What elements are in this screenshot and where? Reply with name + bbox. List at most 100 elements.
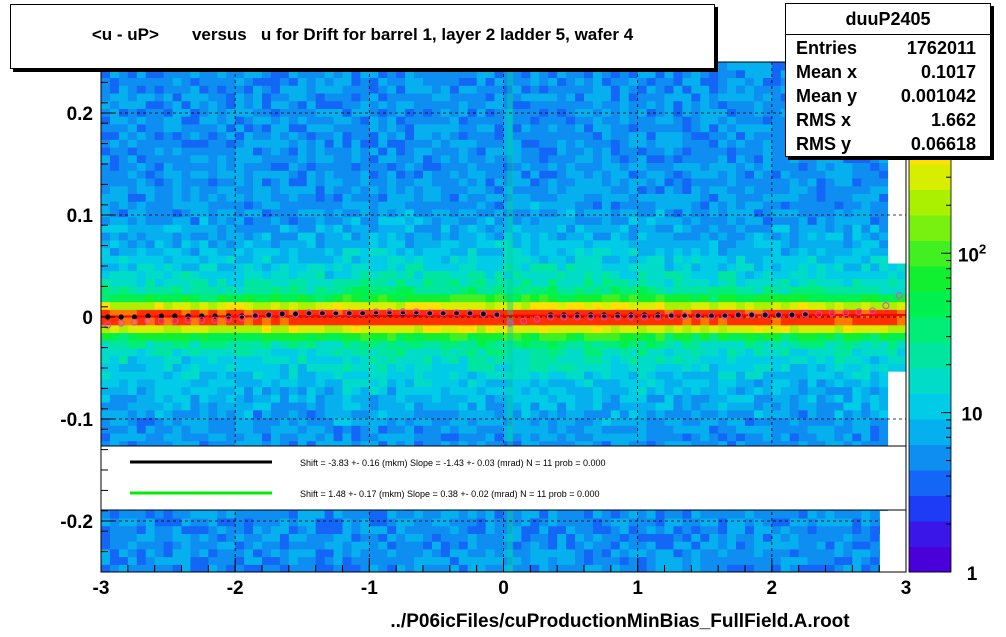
profile-sigma-point xyxy=(560,313,568,321)
profile-mean-point xyxy=(588,312,594,318)
profile-mean-point xyxy=(413,311,419,317)
profile-mean-point xyxy=(735,312,741,318)
profile-mean-point xyxy=(789,312,795,318)
profile-sigma-point xyxy=(627,313,635,321)
legend-text: Shift = 1.48 +- 0.17 (mkm) Slope = 0.38 … xyxy=(300,489,600,499)
profile-sigma-point xyxy=(265,311,273,319)
profile-sigma-point xyxy=(520,317,528,325)
profile-sigma-point xyxy=(573,313,581,321)
colorbar-tick-label: 1 xyxy=(967,564,978,585)
profile-sigma-point xyxy=(734,311,742,319)
profile-sigma-point xyxy=(439,309,447,317)
profile-sigma-point xyxy=(157,317,165,325)
profile-mean-point xyxy=(279,311,285,317)
profile-sigma-point xyxy=(359,309,367,317)
profile-sigma-point xyxy=(144,317,152,325)
stats-label: RMS y xyxy=(796,134,852,154)
profile-sigma-point xyxy=(748,311,756,319)
profile-mean-point xyxy=(480,311,486,317)
stats-value: 1.662 xyxy=(930,110,976,130)
profile-sigma-point xyxy=(117,319,125,327)
profile-sigma-point xyxy=(412,308,420,316)
profile-sigma-point xyxy=(828,309,836,317)
profile-sigma-point xyxy=(775,311,783,319)
colorbar-tick-label: 102 xyxy=(958,241,986,266)
profile-sigma-point xyxy=(385,308,393,316)
profile-mean-point xyxy=(386,311,393,317)
stats-row: Entries 1762011 xyxy=(796,38,976,62)
x-tick-label: 2 xyxy=(767,578,778,599)
legend-text: Shift = -3.83 +- 0.16 (mkm) Slope = -1.4… xyxy=(300,458,606,468)
profile-sigma-point xyxy=(372,308,380,316)
profile-sigma-point xyxy=(694,312,702,320)
profile-sigma-point xyxy=(184,316,192,324)
stats-row: RMS x 1.662 xyxy=(796,110,976,134)
profile-mean-point xyxy=(266,312,272,318)
profile-sigma-point xyxy=(278,310,286,318)
profile-mean-point xyxy=(400,311,406,317)
stats-name: duuP2405 xyxy=(845,9,931,29)
profile-mean-point xyxy=(749,312,755,318)
profile-sigma-point xyxy=(654,313,662,321)
stats-box: duuP2405 Entries 1762011 Mean x 0.1017 M… xyxy=(785,3,991,157)
profile-sigma-point xyxy=(640,313,648,321)
profile-mean-point xyxy=(561,312,567,318)
profile-sigma-point xyxy=(292,310,300,318)
profile-mean-point xyxy=(641,312,647,318)
profile-mean-point xyxy=(775,312,782,318)
profile-sigma-point xyxy=(801,310,809,318)
profile-sigma-point xyxy=(479,310,487,318)
stats-value: 0.1017 xyxy=(920,62,976,82)
stats-label: Mean y xyxy=(796,86,858,106)
profile-sigma-point xyxy=(506,319,514,327)
profile-sigma-point xyxy=(788,311,796,319)
colorbar-tick-label: 10 xyxy=(961,405,982,426)
x-tick-label: -2 xyxy=(227,578,244,599)
stats-row: Mean x 0.1017 xyxy=(796,62,976,86)
title-box: <u - uP> versus u for Drift for barrel 1… xyxy=(10,4,715,69)
profile-points xyxy=(101,292,906,329)
y-tick-label: -0.1 xyxy=(60,410,93,431)
stats-row: RMS y 0.06618 xyxy=(796,134,976,158)
profile-mean-point xyxy=(655,312,661,318)
profile-sigma-point xyxy=(466,309,474,317)
profile-sigma-point xyxy=(171,317,179,325)
profile-sigma-point xyxy=(493,311,501,319)
profile-sigma-point xyxy=(600,313,608,321)
x-tick-label: 3 xyxy=(901,578,912,599)
stats-label: Entries xyxy=(796,38,858,58)
profile-mean-point xyxy=(614,312,621,318)
profile-mean-point xyxy=(158,313,164,319)
profile-sigma-point xyxy=(667,312,675,320)
fit-legend: Shift = -3.83 +- 0.16 (mkm) Slope = -1.4… xyxy=(100,445,907,572)
profile-mean-point xyxy=(574,312,580,318)
profile-sigma-point xyxy=(882,302,890,310)
profile-sigma-point xyxy=(345,309,353,317)
profile-sigma-point xyxy=(815,310,823,318)
profile-sigma-point xyxy=(426,309,434,317)
profile-sigma-point xyxy=(399,308,407,316)
profile-sigma-point xyxy=(198,316,206,324)
stats-value: 1762011 xyxy=(906,38,976,58)
profile-mean-point xyxy=(118,314,124,320)
x-tick-label: -1 xyxy=(361,578,378,599)
profile-sigma-point xyxy=(855,308,863,316)
profile-sigma-point xyxy=(721,312,729,320)
profile-mean-point xyxy=(145,313,151,319)
profile-sigma-point xyxy=(332,309,340,317)
profile-sigma-point xyxy=(587,313,595,321)
y-tick-label: 0.2 xyxy=(67,104,93,125)
profile-sigma-point xyxy=(318,309,326,317)
profile-sigma-point xyxy=(681,312,689,320)
axes: -3 -2 -1 0 1 2 3 -0.2 -0.1 0 0.1 0.2 ../P06icFiles/c… xyxy=(60,61,912,632)
profile-sigma-point xyxy=(707,312,715,320)
profile-sigma-point xyxy=(224,315,232,323)
profile-sigma-point xyxy=(842,309,850,317)
stats-value: 0.001042 xyxy=(900,86,976,106)
x-tick-label: 1 xyxy=(632,578,643,599)
profile-mean-point xyxy=(373,311,379,317)
stats-separator xyxy=(786,34,990,35)
profile-sigma-point xyxy=(546,313,554,321)
profile-sigma-point xyxy=(104,321,112,329)
